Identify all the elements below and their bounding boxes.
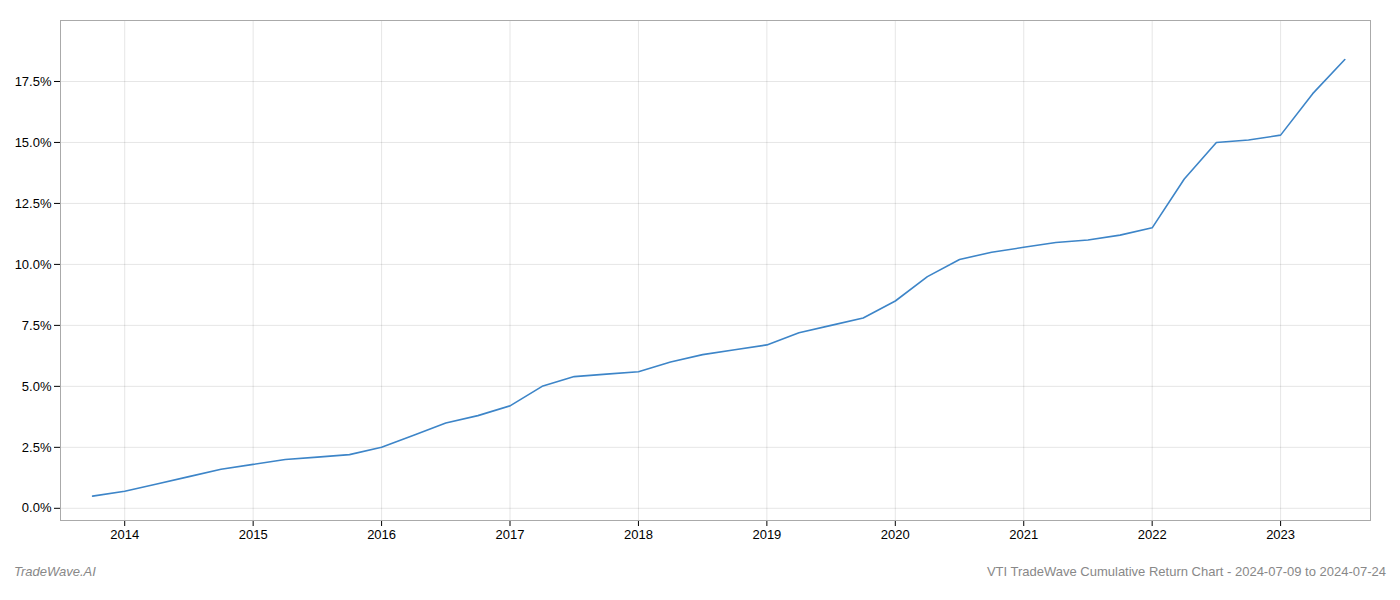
svg-text:2019: 2019 <box>752 527 781 542</box>
svg-text:2.5%: 2.5% <box>22 439 52 454</box>
html-text:VTI TradeWave Cumulative Retur: VTI TradeWave Cumulative Return Chart - … <box>986 564 1386 579</box>
svg-text:2020: 2020 <box>881 527 910 542</box>
svg-text:12.5%: 12.5% <box>15 196 52 211</box>
svg-text:10.0%: 10.0% <box>15 257 52 272</box>
svg-text:2022: 2022 <box>1138 527 1167 542</box>
svg-text:0.0%: 0.0% <box>22 500 52 515</box>
svg-text:2014: 2014 <box>110 527 139 542</box>
svg-text:15.0%: 15.0% <box>15 135 52 150</box>
html-text:TradeWave.AI: TradeWave.AI <box>14 564 96 579</box>
svg-text:2017: 2017 <box>496 527 525 542</box>
svg-text:2015: 2015 <box>239 527 268 542</box>
svg-text:17.5%: 17.5% <box>15 74 52 89</box>
svg-text:7.5%: 7.5% <box>22 318 52 333</box>
svg-text:2018: 2018 <box>624 527 653 542</box>
svg-text:5.0%: 5.0% <box>22 379 52 394</box>
svg-text:2021: 2021 <box>1009 527 1038 542</box>
svg-text:2016: 2016 <box>367 527 396 542</box>
svg-text:2023: 2023 <box>1266 527 1295 542</box>
